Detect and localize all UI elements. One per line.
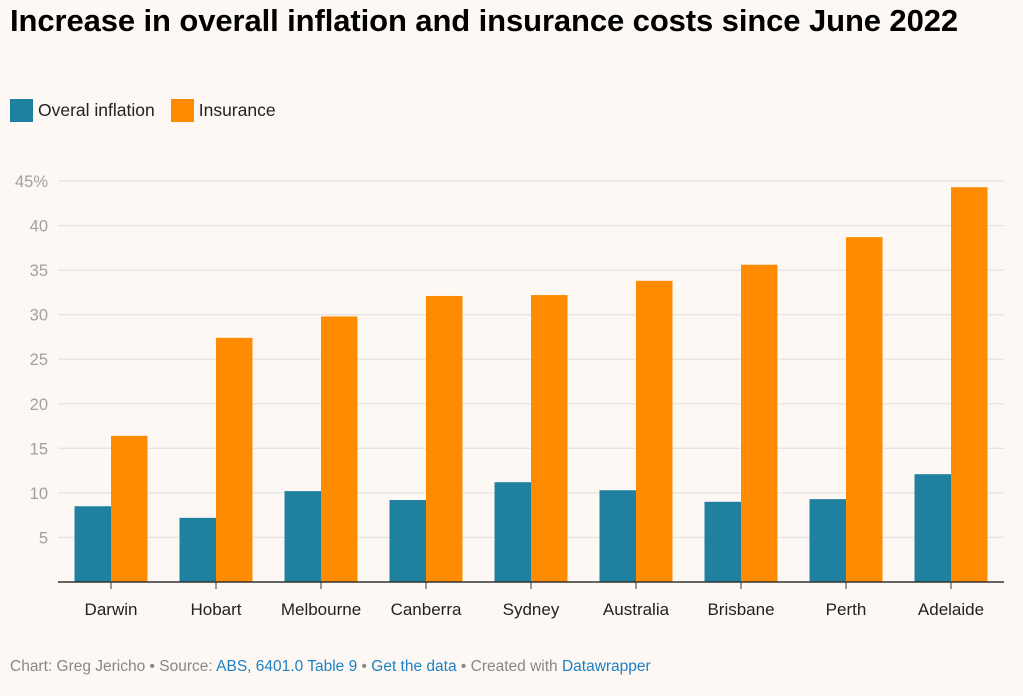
y-axis-ticks: 5 10 15 20 25 30 35 40 45% bbox=[15, 173, 48, 547]
bar-overall-inflation-hobart bbox=[179, 517, 216, 582]
x-tick-label: Canberra bbox=[391, 600, 462, 619]
bar-insurance-sydney bbox=[531, 295, 568, 582]
y-tick-label: 30 bbox=[30, 307, 48, 325]
bar-overall-inflation-adelaide bbox=[914, 474, 951, 582]
x-tick-label: Sydney bbox=[503, 600, 560, 619]
bar-overall-inflation-sydney bbox=[494, 482, 531, 582]
x-tick-label: Melbourne bbox=[281, 600, 361, 619]
x-tick-label: Darwin bbox=[85, 600, 138, 619]
footer-separator: • bbox=[145, 658, 160, 675]
bar-insurance-darwin bbox=[111, 435, 148, 582]
source-link[interactable]: ABS, 6401.0 Table 9 bbox=[216, 658, 358, 675]
x-tick-label: Australia bbox=[603, 600, 670, 619]
y-tick-label: 15 bbox=[30, 440, 48, 458]
bar-overall-inflation-perth bbox=[809, 499, 846, 582]
bar-overall-inflation-melbourne bbox=[284, 491, 321, 582]
legend-label-insurance: Insurance bbox=[198, 100, 276, 120]
footer-source-label: Source: bbox=[159, 658, 217, 675]
footer-created-label: Created with bbox=[470, 658, 562, 675]
legend-item-overall-inflation: Overal inflation bbox=[10, 99, 155, 122]
datawrapper-link[interactable]: Datawrapper bbox=[561, 658, 651, 675]
bar-insurance-brisbane bbox=[741, 264, 778, 582]
x-tick-label: Perth bbox=[826, 600, 867, 619]
bar-overall-inflation-brisbane bbox=[704, 501, 741, 582]
x-tick-label: Brisbane bbox=[707, 600, 774, 619]
footer: Chart: Greg Jericho • Source: ABS, 6401.… bbox=[10, 658, 651, 676]
y-tick-label: 10 bbox=[30, 485, 48, 503]
y-tick-label: 20 bbox=[30, 396, 48, 414]
y-tick-label: 45% bbox=[15, 173, 48, 191]
y-tick-label: 25 bbox=[30, 351, 48, 369]
legend-swatch-overall-inflation bbox=[10, 99, 33, 122]
y-tick-label: 5 bbox=[39, 529, 48, 547]
bar-insurance-perth bbox=[846, 237, 883, 582]
legend-swatch-insurance bbox=[170, 99, 194, 122]
legend-label-overall-inflation: Overal inflation bbox=[38, 100, 155, 120]
bar-overall-inflation-darwin bbox=[74, 506, 111, 582]
bar-insurance-canberra bbox=[426, 295, 463, 582]
bar-overall-inflation-canberra bbox=[389, 500, 426, 582]
x-axis: Darwin Hobart Melbourne Canberra Sydney Austr… bbox=[58, 581, 1004, 619]
bar-insurance-melbourne bbox=[321, 316, 358, 582]
footer-separator: • bbox=[357, 658, 372, 675]
bar-insurance-hobart bbox=[216, 337, 253, 582]
y-tick-label: 40 bbox=[30, 218, 48, 236]
legend: Overal inflation Insurance bbox=[10, 99, 292, 122]
x-tick-label: Adelaide bbox=[918, 600, 984, 619]
legend-item-insurance: Insurance bbox=[170, 99, 276, 122]
footer-chart-credit: Chart: Greg Jericho bbox=[10, 658, 146, 675]
x-tick-label: Hobart bbox=[190, 600, 241, 619]
bars bbox=[74, 187, 988, 582]
y-tick-label: 35 bbox=[30, 262, 48, 280]
bar-insurance-adelaide bbox=[951, 187, 988, 582]
bar-insurance-australia bbox=[636, 280, 673, 582]
get-the-data-link[interactable]: Get the data bbox=[371, 658, 457, 675]
chart-title: Increase in overall inflation and insura… bbox=[10, 3, 958, 38]
footer-separator: • bbox=[456, 658, 471, 675]
bar-overall-inflation-australia bbox=[599, 490, 636, 582]
